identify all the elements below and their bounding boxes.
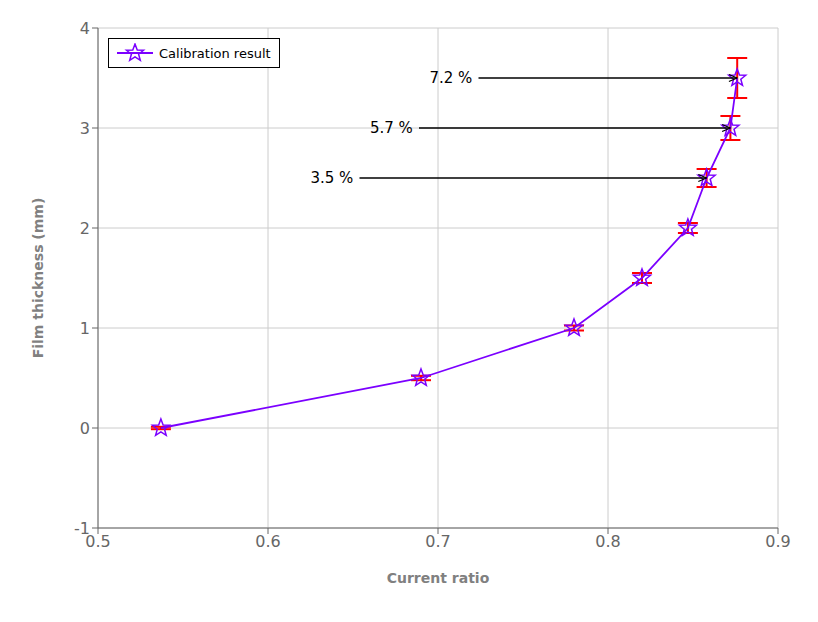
svg-text:0: 0 bbox=[80, 419, 90, 438]
svg-text:0.9: 0.9 bbox=[765, 532, 790, 551]
svg-text:3.5 %: 3.5 % bbox=[311, 169, 354, 187]
svg-text:2: 2 bbox=[80, 219, 90, 238]
svg-text:7.2 %: 7.2 % bbox=[430, 69, 473, 87]
svg-text:4: 4 bbox=[80, 19, 90, 38]
svg-text:Current ratio: Current ratio bbox=[387, 570, 490, 586]
html-text:Calibration result: Calibration result bbox=[159, 45, 271, 61]
svg-text:-1: -1 bbox=[74, 519, 90, 538]
svg-text:1: 1 bbox=[80, 319, 90, 338]
svg-text:3: 3 bbox=[80, 119, 90, 138]
svg-text:0.8: 0.8 bbox=[595, 532, 620, 551]
svg-text:Film thickness (mm): Film thickness (mm) bbox=[30, 198, 46, 359]
svg-text:0.6: 0.6 bbox=[255, 532, 280, 551]
svg-text:5.7 %: 5.7 % bbox=[370, 119, 413, 137]
svg-text:0.5: 0.5 bbox=[85, 532, 111, 552]
svg-text:0.7: 0.7 bbox=[425, 532, 450, 551]
